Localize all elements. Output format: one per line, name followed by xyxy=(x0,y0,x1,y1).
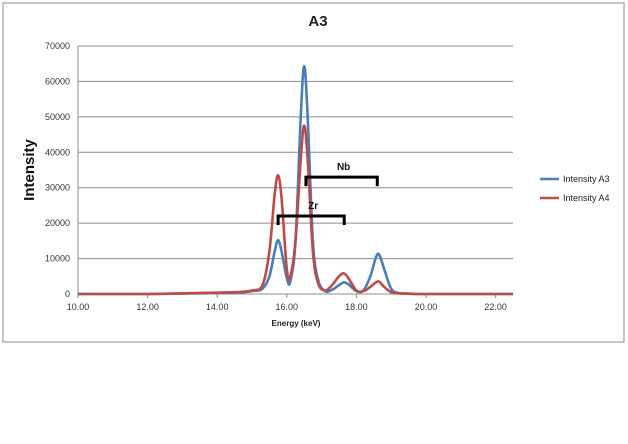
y-tick-label: 70000 xyxy=(45,41,70,51)
grid-layer xyxy=(78,45,513,260)
series-line-2 xyxy=(77,124,513,296)
annotation-bracket-nb xyxy=(304,175,379,187)
chart-frame xyxy=(2,2,625,343)
x-axis-label: Energy (keV) xyxy=(272,319,321,328)
annotation-layer: Zr Nb xyxy=(276,162,379,226)
annotation-label-nb: Nb xyxy=(337,162,350,173)
axis-layer: 0 10000 20000 30000 40000 50000 60000 70000 10.0… xyxy=(45,41,513,312)
x-tick-label: 14.00 xyxy=(206,302,229,312)
x-tick-label: 18.00 xyxy=(345,302,368,312)
x-tick-label: 20.00 xyxy=(415,302,438,312)
y-tick-label: 10000 xyxy=(45,254,70,264)
y-tick-label: 30000 xyxy=(45,183,70,193)
legend: Intensity A3 Intensity A4 xyxy=(540,174,610,203)
y-axis-label: Intensity xyxy=(21,139,38,201)
x-tick-label: 10.00 xyxy=(67,302,90,312)
series-layer xyxy=(77,64,513,296)
y-tick-label: 20000 xyxy=(45,218,70,228)
y-tick-label: 60000 xyxy=(45,76,70,86)
annotation-bracket-zr xyxy=(276,214,346,226)
legend-label: Intensity A4 xyxy=(563,193,610,203)
x-tick-label: 12.00 xyxy=(136,302,159,312)
y-tick-label: 40000 xyxy=(45,147,70,157)
x-tick-label: 22.00 xyxy=(484,302,507,312)
legend-label: Intensity A3 xyxy=(563,174,610,184)
x-tick-label: 16.00 xyxy=(276,302,299,312)
chart-title: A3 xyxy=(308,13,327,30)
y-tick-label: 50000 xyxy=(45,112,70,122)
y-tick-label: 0 xyxy=(65,289,70,299)
annotation-label-zr: Zr xyxy=(308,201,318,212)
